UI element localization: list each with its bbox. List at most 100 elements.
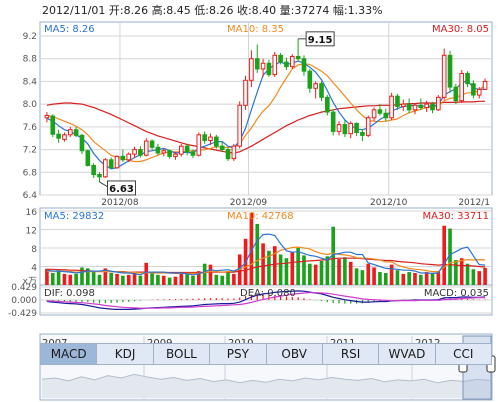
candle-body — [155, 146, 161, 154]
volume-bar — [290, 251, 295, 285]
legend-macd: MACD: 0.035 — [424, 288, 489, 299]
x-axis-label: 2012/10 — [370, 198, 408, 208]
candle-body — [325, 96, 330, 113]
macd-dea-line — [46, 292, 486, 309]
volume-bar — [471, 269, 476, 285]
volume-bar — [232, 273, 236, 285]
volume-bar — [249, 212, 254, 285]
candle-body — [371, 109, 377, 119]
indicator-tab-bar: MACD KDJ BOLL PSY OBV RSI WVAD CCI — [40, 343, 492, 365]
candle-body — [284, 61, 289, 68]
volume-bar — [325, 256, 330, 285]
volume-bar — [86, 268, 90, 285]
candle-body — [313, 83, 318, 89]
volume-bar — [208, 264, 213, 285]
candle-body — [395, 95, 400, 107]
volume-bar — [413, 272, 417, 285]
volume-bar — [272, 246, 277, 285]
candle-body — [97, 174, 102, 178]
tab-obv[interactable]: OBV — [267, 344, 323, 364]
candle-body — [406, 103, 412, 111]
candle-body — [301, 58, 307, 72]
volume-bar — [197, 271, 201, 285]
volume-bar — [74, 273, 78, 285]
x-axis-label: 2012/09 — [230, 198, 268, 208]
volume-bar — [419, 274, 423, 285]
candle-body — [254, 58, 260, 70]
candle-body — [389, 95, 394, 119]
volume-bar — [62, 273, 67, 285]
tab-kdj[interactable]: KDJ — [97, 344, 154, 364]
navigator-line — [41, 373, 491, 384]
candle-body — [272, 54, 278, 76]
volume-ma5-line — [46, 233, 486, 276]
candle-body — [138, 149, 143, 156]
tab-macd[interactable]: MACD — [41, 344, 98, 364]
volume-bar — [68, 274, 73, 285]
legend-ma30: MA30: 8.05 — [432, 24, 489, 35]
candle-body — [79, 134, 85, 152]
legend-ma5: MA5: 8.26 — [44, 24, 95, 35]
candle-body — [430, 103, 435, 111]
candle-body — [243, 79, 248, 106]
volume-bar — [383, 272, 388, 285]
candle-body — [348, 122, 354, 135]
candle-body — [418, 104, 424, 109]
price-ma30-line — [46, 100, 486, 154]
legend-ma10: MA10: 8.35 — [227, 24, 284, 35]
low-annotation-box — [107, 180, 136, 196]
volume-bar — [226, 271, 230, 285]
volume-bar — [366, 263, 371, 285]
price-tick-label: 7.6 — [23, 123, 38, 133]
candle-body — [167, 150, 172, 157]
candle-body — [441, 54, 447, 98]
volume-bar — [360, 270, 365, 285]
candle-body — [354, 122, 359, 134]
tab-cci[interactable]: CCI — [453, 347, 474, 361]
candle-body — [149, 140, 155, 148]
candle-body — [114, 155, 120, 169]
tab-wvad[interactable]: WVAD — [379, 344, 436, 364]
candle-body — [184, 145, 190, 153]
candle-body — [249, 58, 254, 81]
volume-bar — [331, 226, 335, 285]
candle-body — [56, 133, 61, 139]
volume-bar — [109, 272, 113, 285]
price-tick-label: 6.4 — [23, 191, 38, 201]
candle-body — [330, 111, 336, 132]
volume-bar — [45, 268, 49, 285]
price-tick-label: 8.0 — [23, 100, 38, 110]
volume-bar — [80, 267, 84, 285]
volume-bar — [436, 272, 441, 285]
legend-vol-ma30: MA30: 33711 — [422, 211, 489, 222]
volume-bar — [97, 274, 102, 285]
volume-tick-label: 16 — [26, 208, 38, 218]
candle-body — [459, 72, 465, 102]
candle-body — [453, 86, 459, 102]
legend-dea: DEA: 0.080 — [240, 288, 296, 299]
legend-vol-ma5: MA5: 29832 — [44, 211, 104, 222]
price-ma5-line — [46, 60, 486, 170]
volume-bar — [459, 258, 464, 285]
price-tick-label: 8.8 — [23, 55, 38, 65]
volume-tick-label: 12 — [26, 227, 37, 237]
candle-body — [436, 96, 441, 111]
volume-bar — [278, 254, 283, 285]
candle-body — [50, 115, 56, 135]
volume-bar — [354, 268, 359, 285]
tab-psy[interactable]: PSY — [210, 344, 267, 364]
candle-body — [400, 103, 406, 107]
volume-bar — [103, 268, 108, 285]
volume-bar — [179, 272, 184, 285]
candle-body — [219, 145, 225, 151]
candle-body — [202, 134, 207, 141]
tab-boll[interactable]: BOLL — [154, 344, 211, 364]
volume-bar — [150, 272, 154, 285]
volume-bar — [121, 275, 125, 285]
candle-body — [476, 88, 482, 96]
candle-body — [120, 155, 126, 161]
tab-rsi[interactable]: RSI — [323, 344, 380, 364]
macd-tick-label: -0.429 — [8, 309, 37, 319]
volume-bar — [126, 274, 131, 285]
